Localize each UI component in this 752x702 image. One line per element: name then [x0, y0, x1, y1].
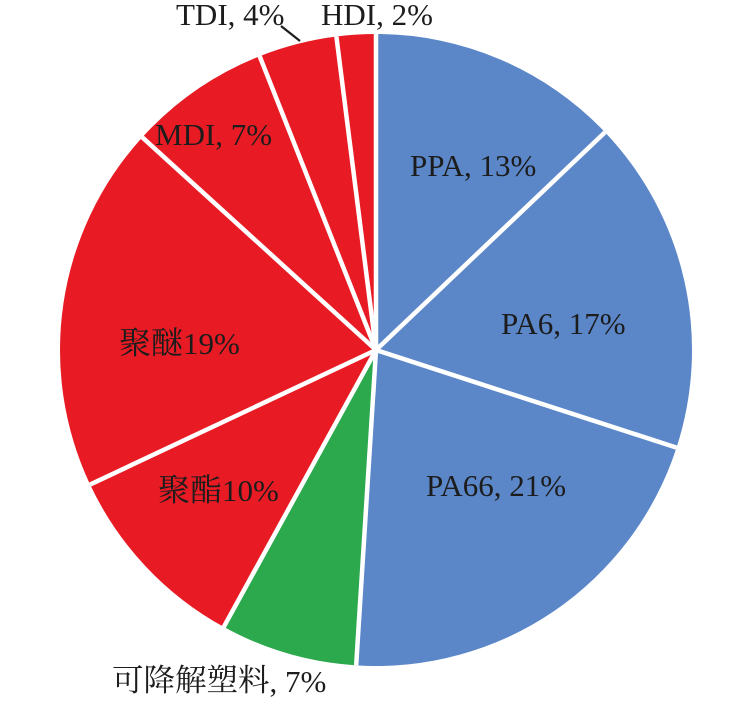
svg-text:19%: 19% — [183, 326, 240, 361]
svg-text:PPA, 13%: PPA, 13% — [410, 148, 536, 183]
svg-text:TDI, 4%: TDI, 4% — [176, 0, 284, 32]
svg-text:PA6, 17%: PA6, 17% — [501, 306, 626, 341]
svg-text:HDI, 2%: HDI, 2% — [321, 0, 433, 32]
svg-text:MDI, 7%: MDI, 7% — [155, 117, 272, 152]
svg-text:10%: 10% — [222, 473, 279, 508]
svg-text:PA66, 21%: PA66, 21% — [426, 468, 566, 503]
svg-text:, 7%: , 7% — [270, 664, 327, 697]
